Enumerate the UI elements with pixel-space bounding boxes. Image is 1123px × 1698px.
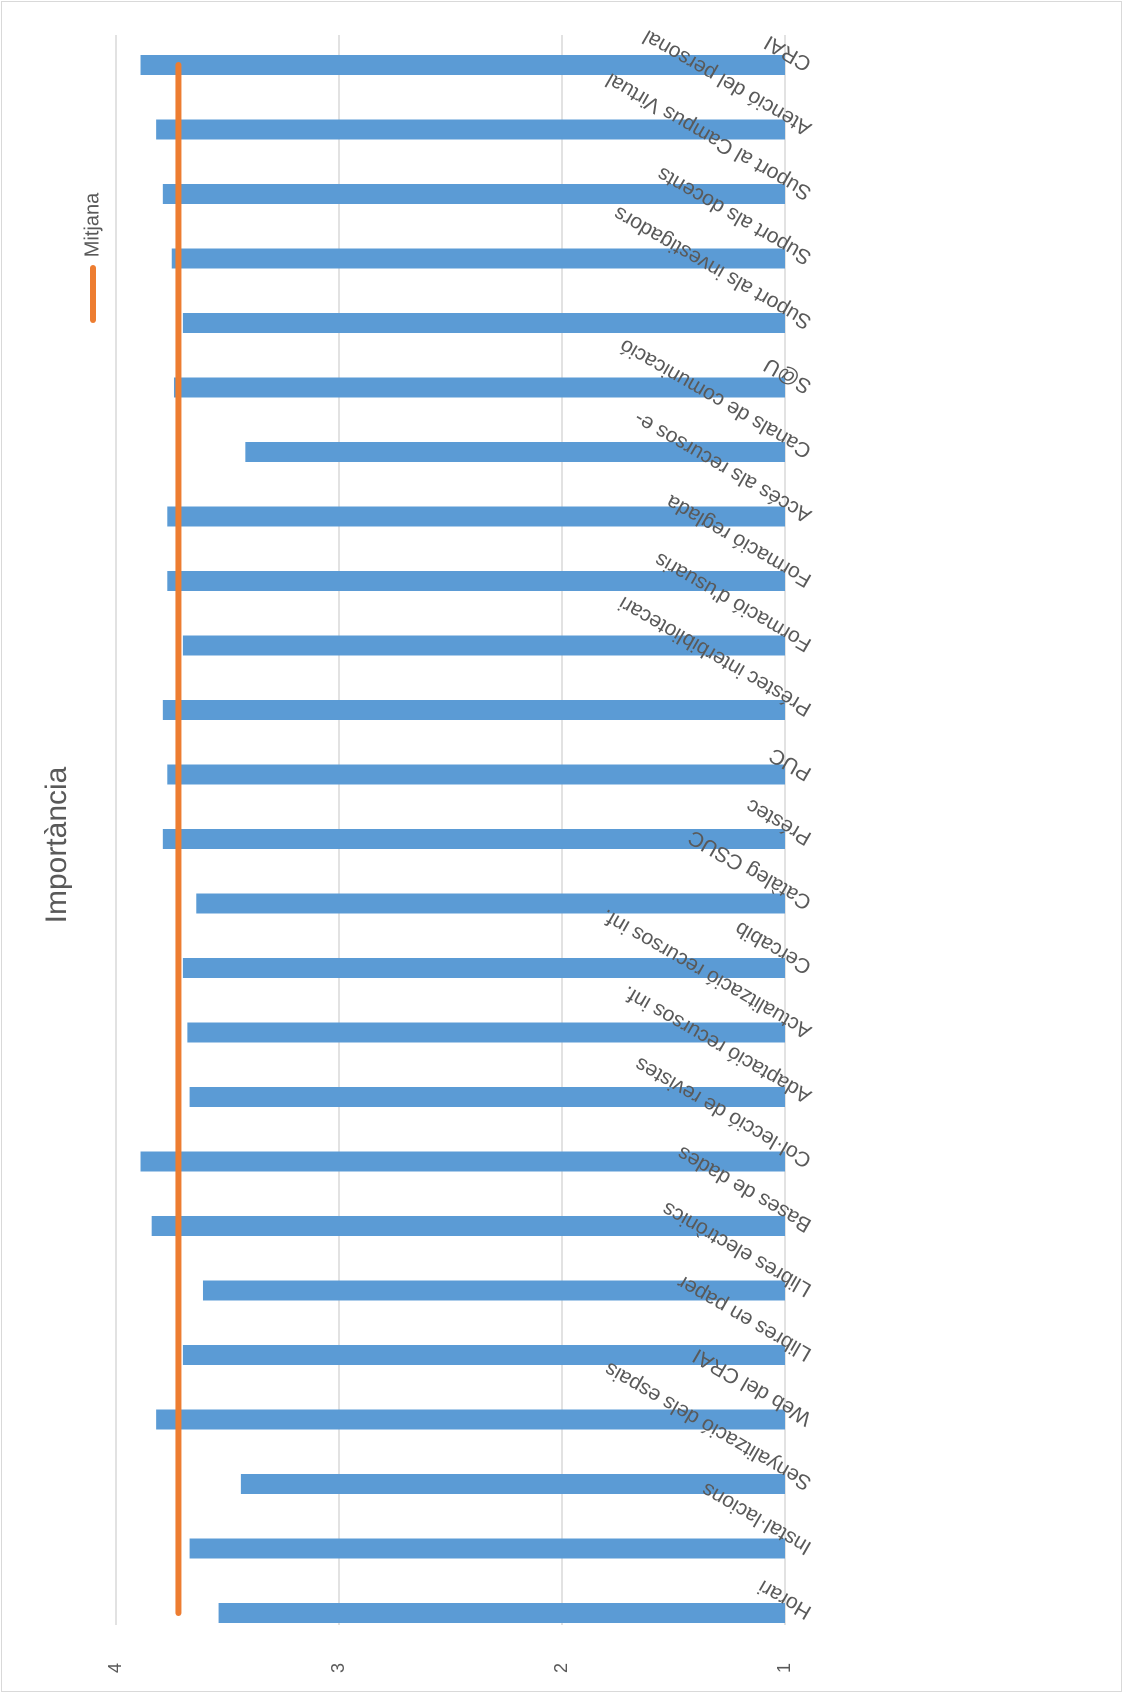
bar bbox=[245, 442, 786, 462]
bar bbox=[167, 571, 786, 591]
legend-label: Mitjana bbox=[81, 192, 103, 257]
bar bbox=[187, 1022, 786, 1043]
bar bbox=[167, 506, 786, 527]
bar bbox=[162, 184, 785, 204]
bar bbox=[140, 55, 785, 75]
tick-label: 3 bbox=[328, 1663, 348, 1673]
bar bbox=[189, 1538, 786, 1559]
bar bbox=[196, 893, 785, 914]
bar bbox=[218, 1603, 785, 1623]
tick-label: 4 bbox=[105, 1663, 125, 1673]
bar bbox=[182, 635, 785, 656]
bar bbox=[140, 1151, 785, 1172]
tick-label: 2 bbox=[551, 1663, 571, 1673]
bar bbox=[162, 829, 785, 849]
bar bbox=[171, 248, 785, 269]
chart-title: Importància bbox=[40, 766, 73, 923]
bar bbox=[240, 1474, 785, 1494]
bar bbox=[156, 1409, 785, 1430]
legend: Mitjana bbox=[81, 192, 103, 323]
bar-series bbox=[140, 55, 786, 1623]
axis-tick-labels: 1 2 3 4 bbox=[105, 1663, 794, 1673]
tick-label: 1 bbox=[774, 1663, 794, 1673]
bar bbox=[167, 764, 786, 785]
bar bbox=[151, 1216, 785, 1236]
bar bbox=[182, 958, 785, 978]
bar bbox=[156, 119, 785, 140]
bar bbox=[189, 1087, 786, 1107]
bar bbox=[173, 377, 786, 398]
bar bbox=[182, 1345, 785, 1365]
bar bbox=[202, 1280, 786, 1301]
bar bbox=[162, 700, 785, 720]
bar bbox=[182, 313, 785, 333]
